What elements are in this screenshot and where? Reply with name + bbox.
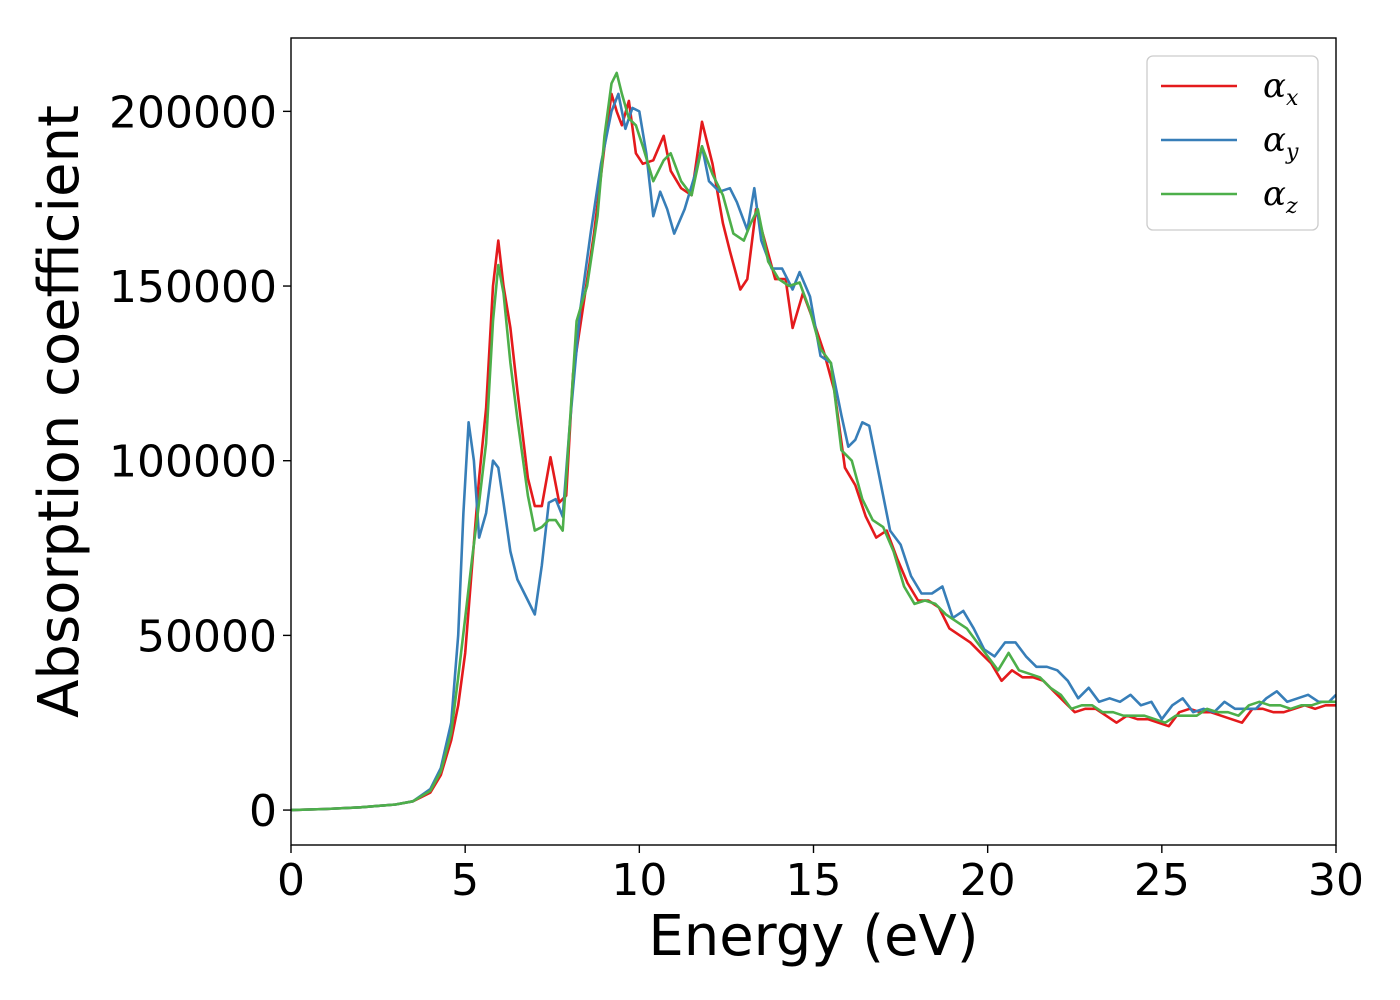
x-tick-label: 5 [451, 855, 479, 906]
series-line-alpha-y [291, 92, 1336, 812]
x-tick-label: 25 [1134, 855, 1190, 906]
x-tick-label: 30 [1308, 855, 1364, 906]
x-tick-label: 20 [960, 855, 1016, 906]
y-tick-label: 150000 [109, 262, 277, 313]
legend-entry-alpha-y: αy [1263, 120, 1299, 165]
x-axis: 0 5 10 15 20 25 30 [277, 845, 1364, 906]
x-tick-label: 0 [277, 855, 305, 906]
legend: αx αy αz [1146, 55, 1319, 231]
x-axis-label: Energy (eV) [648, 904, 978, 969]
series-line-alpha-z [291, 71, 1336, 812]
x-tick-label: 10 [611, 855, 667, 906]
series-layer [291, 71, 1336, 812]
y-axis: 0 50000 100000 150000 200000 [109, 87, 291, 837]
y-axis-label: Absorption coefficient [27, 105, 92, 718]
y-tick-label: 100000 [109, 437, 277, 488]
legend-box [1146, 55, 1319, 231]
legend-entry-alpha-x: αx [1263, 66, 1299, 111]
x-tick-label: 15 [786, 855, 842, 906]
y-tick-label: 200000 [109, 87, 277, 138]
legend-entry-alpha-z: αz [1263, 174, 1298, 219]
y-tick-label: 0 [249, 786, 277, 837]
y-tick-label: 50000 [137, 611, 277, 662]
